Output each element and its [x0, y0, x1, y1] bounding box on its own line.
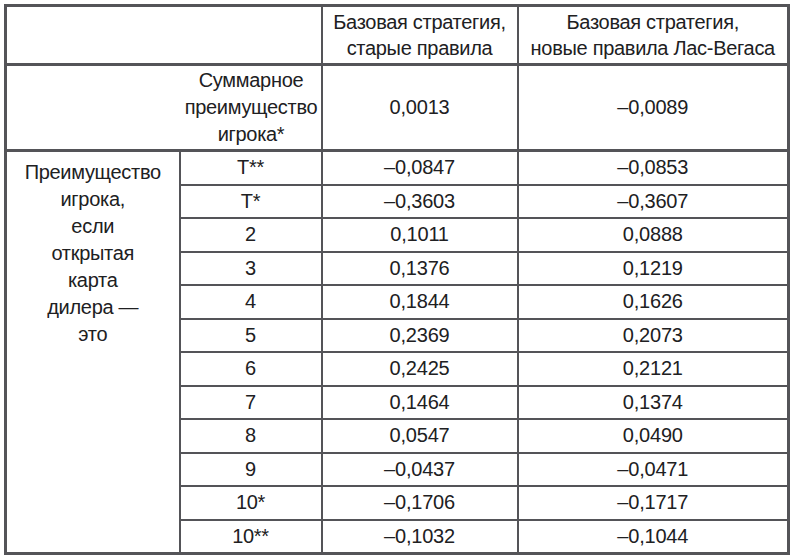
- dealer-card-cell: 7: [180, 386, 322, 420]
- dealer-card-cell: 4: [180, 285, 322, 319]
- old-rules-value-cell: –0,3603: [322, 185, 518, 219]
- summary-old-rules-value: 0,0013: [322, 65, 518, 151]
- old-rules-value-cell: 0,2425: [322, 352, 518, 386]
- new-rules-value-cell: 0,2073: [518, 319, 789, 353]
- new-rules-value-cell: 0,1374: [518, 386, 789, 420]
- dealer-card-cell: 3: [180, 252, 322, 286]
- dealer-card-cell: 6: [180, 352, 322, 386]
- group-label-cell: Преимущество игрока, если открытая карта…: [6, 151, 180, 554]
- dealer-card-cell: Т**: [180, 151, 322, 185]
- new-rules-value-cell: 0,0888: [518, 218, 789, 252]
- new-rules-value-cell: –0,1717: [518, 486, 789, 520]
- new-rules-value-cell: 0,2121: [518, 352, 789, 386]
- summary-new-rules-value: –0,0089: [518, 65, 789, 151]
- new-rules-value-cell: –0,0471: [518, 453, 789, 487]
- new-rules-value-cell: –0,0853: [518, 151, 789, 185]
- dealer-card-cell: 10**: [180, 520, 322, 554]
- new-rules-value-cell: –0,3607: [518, 185, 789, 219]
- old-rules-value-cell: –0,0847: [322, 151, 518, 185]
- table-row: Преимущество игрока, если открытая карта…: [6, 151, 789, 185]
- new-rules-value-cell: 0,1626: [518, 285, 789, 319]
- summary-label-cell: Суммарное преимущество игрока*: [6, 65, 322, 151]
- old-rules-value-cell: –0,0437: [322, 453, 518, 487]
- new-rules-value-cell: –0,1044: [518, 520, 789, 554]
- old-rules-value-cell: 0,0547: [322, 419, 518, 453]
- old-rules-value-cell: –0,1706: [322, 486, 518, 520]
- dealer-card-cell: 10*: [180, 486, 322, 520]
- dealer-card-cell: 5: [180, 319, 322, 353]
- old-rules-value-cell: 0,1844: [322, 285, 518, 319]
- page: Базовая стратегия, старые правила Базова…: [0, 0, 790, 555]
- col-header-new-rules: Базовая стратегия, новые правила Лас-Вег…: [518, 6, 789, 65]
- old-rules-value-cell: 0,1376: [322, 252, 518, 286]
- player-advantage-table: Базовая стратегия, старые правила Базова…: [4, 4, 790, 555]
- summary-label: Суммарное преимущество игрока*: [181, 67, 321, 148]
- dealer-card-cell: 9: [180, 453, 322, 487]
- new-rules-value-cell: 0,1219: [518, 252, 789, 286]
- dealer-card-cell: 2: [180, 218, 322, 252]
- corner-cell: [6, 6, 322, 65]
- dealer-card-cell: 8: [180, 419, 322, 453]
- old-rules-value-cell: 0,1464: [322, 386, 518, 420]
- new-rules-value-cell: 0,0490: [518, 419, 789, 453]
- old-rules-value-cell: –0,1032: [322, 520, 518, 554]
- col-header-old-rules: Базовая стратегия, старые правила: [322, 6, 518, 65]
- summary-row: Суммарное преимущество игрока* 0,0013 –0…: [6, 65, 789, 151]
- old-rules-value-cell: 0,2369: [322, 319, 518, 353]
- header-row: Базовая стратегия, старые правила Базова…: [6, 6, 789, 65]
- dealer-card-cell: Т*: [180, 185, 322, 219]
- old-rules-value-cell: 0,1011: [322, 218, 518, 252]
